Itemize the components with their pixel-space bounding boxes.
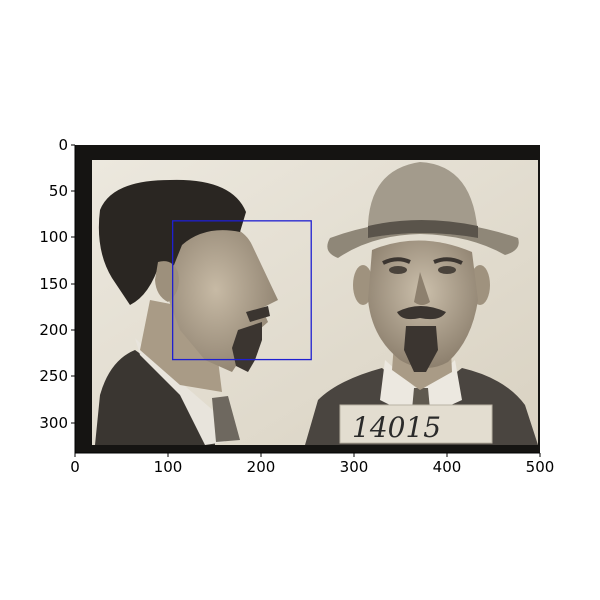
y-tick-label: 250 <box>39 367 68 385</box>
id-placard: 14015 <box>339 404 493 444</box>
frontal-hat-crown <box>367 162 478 238</box>
y-tick-label: 150 <box>39 275 68 293</box>
y-tick-label: 300 <box>39 414 68 432</box>
x-axis: 0 100 200 300 400 500 <box>70 453 554 476</box>
profile-jacket <box>95 350 215 445</box>
y-axis: 0 50 100 150 200 250 300 <box>39 136 75 432</box>
id-placard-number: 14015 <box>352 411 441 444</box>
frontal-eye-left <box>389 266 407 274</box>
x-tick-label: 500 <box>526 458 555 476</box>
x-tick-label: 0 <box>70 458 80 476</box>
x-tick-label: 200 <box>247 458 276 476</box>
y-tick-label: 0 <box>58 136 68 154</box>
highlight-region-box <box>171 220 312 361</box>
y-tick-label: 100 <box>39 228 68 246</box>
y-tick-label: 200 <box>39 321 68 339</box>
profile-mustache <box>246 306 270 322</box>
x-tick-label: 100 <box>154 458 183 476</box>
frontal-goatee <box>404 326 438 372</box>
frontal-eye-right <box>438 266 456 274</box>
frontal-hat-band <box>368 220 478 238</box>
frontal-brow-right <box>433 257 463 265</box>
frontal-mustache <box>397 306 446 320</box>
frontal-left-ear <box>353 265 373 305</box>
y-tick-label: 50 <box>49 182 68 200</box>
photograph: 14015 <box>75 145 540 453</box>
x-tick-label: 300 <box>340 458 369 476</box>
axes: 0 100 200 300 400 500 0 50 100 150 200 2… <box>39 136 554 476</box>
frontal-nose <box>414 272 430 305</box>
frontal-brow-left <box>382 257 411 265</box>
id-placard-board <box>339 404 493 444</box>
x-tick-label: 400 <box>433 458 462 476</box>
profile-tie <box>212 396 240 442</box>
frontal-portrait <box>305 162 538 445</box>
